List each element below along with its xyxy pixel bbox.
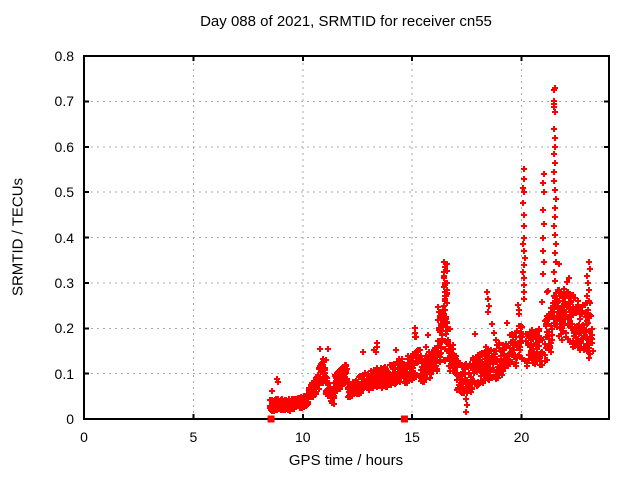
x-tick-label: 15 (404, 429, 420, 445)
scatter-points (267, 85, 596, 415)
plot-border (83, 55, 610, 420)
y-tick-label: 0.5 (54, 184, 74, 201)
baseline-square-marker (267, 415, 275, 423)
chart-title: Day 088 of 2021, SRMTID for receiver cn5… (200, 13, 492, 30)
y-tick-label: 0.7 (54, 93, 74, 110)
x-tick-label: 0 (80, 429, 88, 445)
x-axis-label: GPS time / hours (288, 452, 404, 469)
y-tick-label: 0.1 (54, 365, 74, 382)
y-tick-label: 0.8 (54, 48, 74, 64)
y-tick-label: 0.4 (54, 229, 74, 246)
x-tick-label: 10 (294, 429, 311, 445)
x-tick-label: 20 (513, 429, 530, 445)
y-tick-label: 0.2 (54, 320, 74, 337)
y-tick-label: 0.3 (54, 274, 74, 291)
y-tick-label: 0 (66, 411, 74, 427)
x-tick-label: 5 (189, 429, 198, 445)
y-tick-label: 0.6 (54, 138, 74, 155)
baseline-square-marker (400, 415, 408, 423)
